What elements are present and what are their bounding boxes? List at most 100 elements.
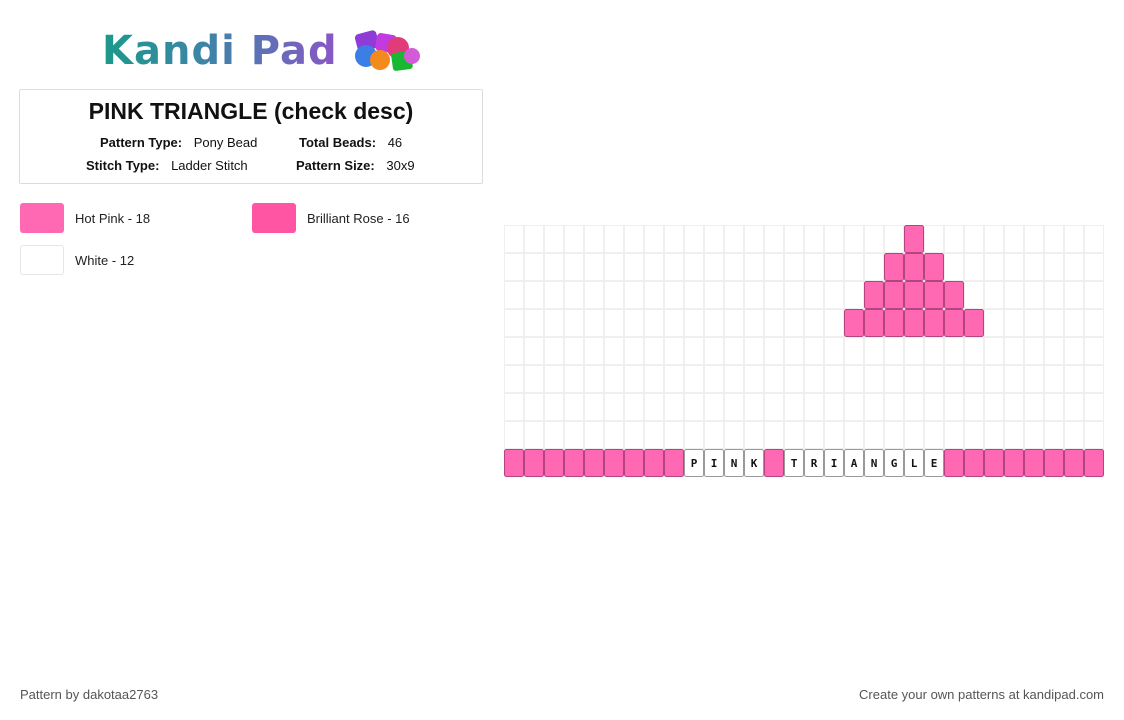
grid-cell: [924, 421, 944, 449]
grid-cell: [744, 393, 764, 421]
grid-cell: [1084, 281, 1104, 309]
white-letter-bead: [724, 449, 744, 477]
grid-cell: [704, 421, 724, 449]
grid-cell: [1024, 309, 1044, 337]
grid-cell: [824, 281, 844, 309]
grid-cell: [804, 337, 824, 365]
white-letter-bead: [844, 449, 864, 477]
pink-bead: [924, 309, 944, 337]
grid-cell: [1004, 365, 1024, 393]
grid-cell: [864, 253, 884, 281]
grid-cell: [784, 281, 804, 309]
grid-cell: [644, 225, 664, 253]
pink-bead: [624, 449, 644, 477]
grid-cell: [644, 421, 664, 449]
grid-cell: [624, 225, 644, 253]
grid-cell: [1044, 337, 1064, 365]
pink-bead: [904, 225, 924, 253]
grid-cell: [924, 365, 944, 393]
pink-bead: [664, 449, 684, 477]
pink-bead: [944, 309, 964, 337]
grid-cell: [644, 281, 664, 309]
grid-cell: [904, 421, 924, 449]
grid-cell: [1044, 253, 1064, 281]
grid-cell: [1024, 393, 1044, 421]
color-legend-hot-pink: Hot Pink - 18: [20, 203, 150, 233]
grid-cell: [704, 393, 724, 421]
white-letter-bead: [824, 449, 844, 477]
grid-cell: [624, 281, 644, 309]
pattern-info-card: PINK TRIANGLE (check desc) Pattern Type:…: [19, 89, 483, 184]
grid-cell: [604, 337, 624, 365]
pink-bead: [764, 449, 784, 477]
grid-cell: [1044, 309, 1064, 337]
stitch-type-value: Ladder Stitch: [171, 158, 248, 173]
grid-cell: [1004, 309, 1024, 337]
grid-cell: [764, 253, 784, 281]
grid-cell: [644, 309, 664, 337]
grid-cell: [924, 225, 944, 253]
grid-cell: [584, 337, 604, 365]
grid-cell: [524, 253, 544, 281]
grid-cell: [504, 253, 524, 281]
grid-cell: [1044, 393, 1064, 421]
grid-cell: [744, 253, 764, 281]
grid-cell: [624, 421, 644, 449]
grid-cell: [884, 421, 904, 449]
grid-cell: [1064, 253, 1084, 281]
pink-bead: [864, 309, 884, 337]
grid-cell: [704, 365, 724, 393]
grid-cell: [664, 365, 684, 393]
grid-cell: [664, 281, 684, 309]
grid-cell: [984, 253, 1004, 281]
grid-cell: [1044, 225, 1064, 253]
bead-letter: R: [811, 457, 818, 470]
grid-cell: [784, 309, 804, 337]
pink-bead: [524, 449, 544, 477]
grid-cell: [724, 421, 744, 449]
grid-cell: [524, 309, 544, 337]
grid-cell: [604, 309, 624, 337]
grid-cell: [664, 421, 684, 449]
grid-cell: [744, 337, 764, 365]
kandipad-promo-link[interactable]: Create your own patterns at kandipad.com: [859, 687, 1104, 702]
pattern-type-value: Pony Bead: [193, 135, 258, 150]
grid-cell: [784, 421, 804, 449]
pink-bead: [884, 281, 904, 309]
grid-cell: [884, 393, 904, 421]
grid-cell: [604, 225, 624, 253]
brilliant-rose-swatch: [252, 203, 296, 233]
bead-letter: N: [871, 457, 878, 470]
grid-cell: [684, 393, 704, 421]
kandipad-logo[interactable]: Kandi Pad: [102, 26, 422, 76]
grid-cell: [1084, 421, 1104, 449]
grid-cell: [984, 337, 1004, 365]
grid-cell: [804, 365, 824, 393]
grid-cell: [624, 253, 644, 281]
grid-cell: [504, 337, 524, 365]
white-letter-bead: [904, 449, 924, 477]
grid-cell: [764, 421, 784, 449]
bead-letter: N: [731, 457, 738, 470]
pink-bead: [964, 449, 984, 477]
grid-cell: [624, 337, 644, 365]
grid-cell: [764, 309, 784, 337]
grid-cell: [664, 225, 684, 253]
grid-cell: [984, 393, 1004, 421]
grid-cell: [644, 337, 664, 365]
grid-cell: [824, 365, 844, 393]
bead-cluster-icon: [354, 30, 420, 71]
grid-cell: [624, 393, 644, 421]
grid-cell: [684, 337, 704, 365]
grid-cell: [584, 253, 604, 281]
pink-bead: [1084, 449, 1104, 477]
grid-cell: [904, 337, 924, 365]
grid-cell: [524, 421, 544, 449]
grid-cell: [1004, 253, 1024, 281]
grid-cell: [684, 253, 704, 281]
grid-cell: [564, 365, 584, 393]
pattern-size-value: 30x9: [386, 158, 415, 173]
grid-cell: [1084, 365, 1104, 393]
grid-cell: [984, 309, 1004, 337]
